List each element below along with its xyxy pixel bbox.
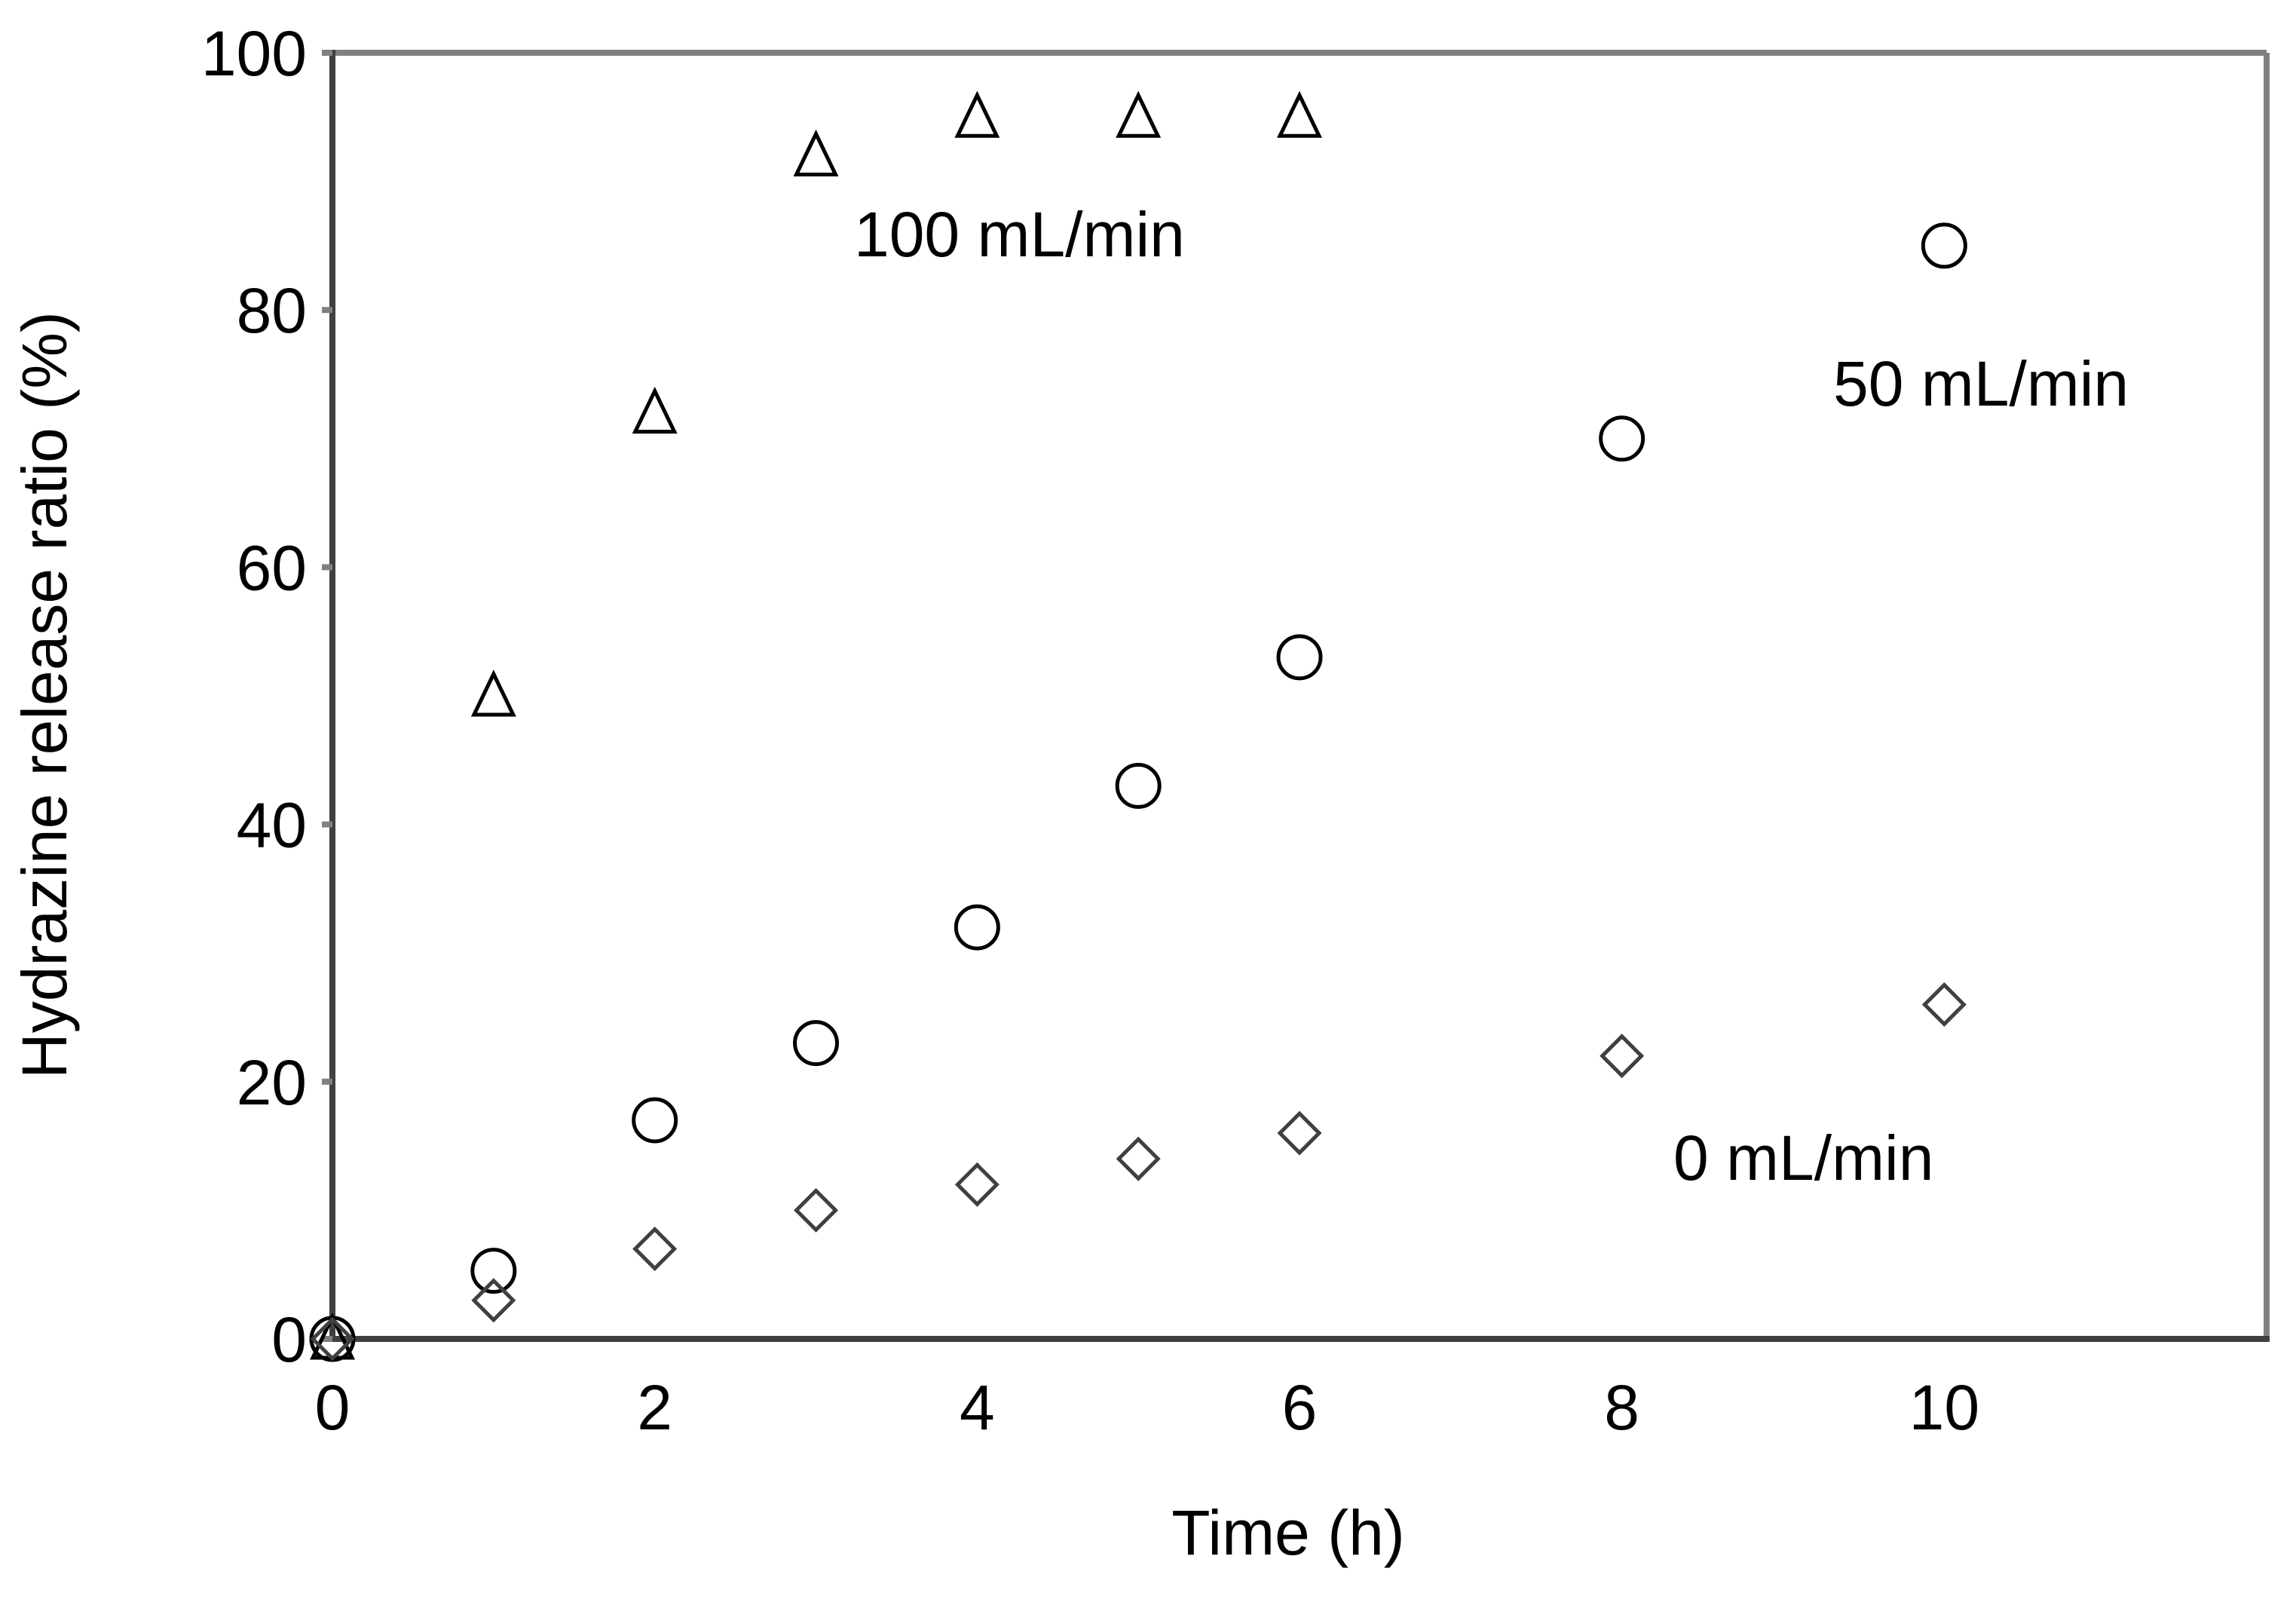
triangle-marker [793, 129, 839, 176]
data-points [309, 90, 1967, 1362]
x-tick-label: 0 [315, 1372, 351, 1443]
y-tick-label: 100 [201, 18, 307, 89]
triangle-marker [632, 386, 678, 434]
triangle-marker [1116, 90, 1162, 138]
annotation-100-ml-min: 100 mL/min [854, 199, 1185, 270]
y-tick-label: 40 [237, 790, 307, 861]
circle-marker [632, 1097, 678, 1144]
circle-marker [1599, 415, 1645, 462]
y-tick-label: 0 [271, 1304, 307, 1375]
y-axis-title: Hydrazine release ratio (%) [9, 311, 80, 1079]
series-diamond [310, 982, 1967, 1362]
annotation-50-ml-min: 50 mL/min [1833, 348, 2129, 419]
x-tick-label: 8 [1604, 1372, 1639, 1443]
diamond-marker [954, 1162, 1000, 1207]
y-tick-label: 20 [237, 1047, 307, 1118]
triangle-marker [954, 90, 1000, 138]
x-axis-title: Time (h) [1171, 1497, 1405, 1568]
x-tick-label: 4 [960, 1372, 995, 1443]
y-tick-label: 60 [237, 532, 307, 603]
diamond-marker [310, 1316, 355, 1362]
triangle-marker [470, 669, 516, 717]
series-triangle [310, 90, 1322, 1360]
x-tick-label: 6 [1282, 1372, 1318, 1443]
y-tick-label: 80 [237, 275, 307, 346]
diamond-marker [1600, 1034, 1645, 1079]
diamond-marker [793, 1187, 839, 1233]
annotation-0-ml-min: 0 mL/min [1673, 1123, 1933, 1193]
circle-marker [1276, 634, 1323, 681]
x-tick-label: 2 [637, 1372, 672, 1443]
diamond-marker [1921, 982, 1967, 1027]
plot-frame [329, 50, 2270, 1342]
diamond-marker [632, 1227, 678, 1272]
diamond-marker [471, 1278, 516, 1323]
x-axis-ticks: 0 2 4 6 8 10 [315, 1372, 1979, 1443]
circle-marker [793, 1020, 839, 1067]
circle-marker [1921, 222, 1967, 269]
x-tick-label: 10 [1909, 1372, 1979, 1443]
circle-marker [1115, 762, 1162, 809]
triangle-marker [1277, 90, 1322, 138]
diamond-marker [1277, 1110, 1322, 1156]
circle-marker [954, 904, 1000, 951]
circle-marker [470, 1248, 517, 1294]
y-axis-ticks: 0 20 40 60 80 100 [201, 18, 332, 1375]
diamond-marker [1116, 1136, 1161, 1181]
